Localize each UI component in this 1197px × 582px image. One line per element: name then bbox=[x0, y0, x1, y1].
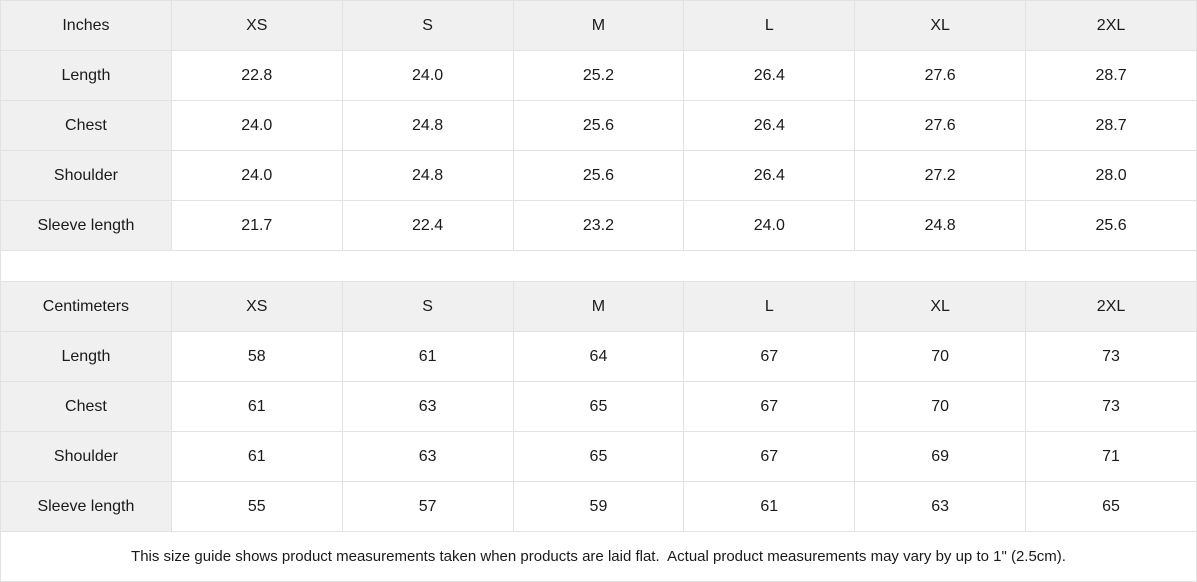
value-cell: 22.4 bbox=[341, 200, 514, 251]
size-header-cell: L bbox=[683, 281, 856, 332]
value-cell: 25.6 bbox=[512, 100, 685, 151]
size-header-cell: XS bbox=[170, 281, 343, 332]
row-label-cell: Length bbox=[0, 331, 172, 382]
value-cell: 24.0 bbox=[170, 100, 343, 151]
value-cell: 26.4 bbox=[683, 150, 856, 201]
value-cell: 24.8 bbox=[341, 150, 514, 201]
table-row: Sleeve length 21.7 22.4 23.2 24.0 24.8 2… bbox=[0, 200, 1197, 251]
size-table-centimeters: Centimeters XS S M L XL 2XL Length 58 61… bbox=[0, 281, 1197, 532]
value-cell: 24.8 bbox=[341, 100, 514, 151]
value-cell: 65 bbox=[1025, 481, 1197, 532]
row-label-cell: Length bbox=[0, 50, 172, 101]
table-row: Length 58 61 64 67 70 73 bbox=[0, 331, 1197, 382]
value-cell: 21.7 bbox=[170, 200, 343, 251]
row-label-cell: Shoulder bbox=[0, 150, 172, 201]
value-cell: 27.2 bbox=[854, 150, 1027, 201]
value-cell: 26.4 bbox=[683, 50, 856, 101]
value-cell: 69 bbox=[854, 431, 1027, 482]
value-cell: 67 bbox=[683, 431, 856, 482]
size-header-cell: 2XL bbox=[1025, 0, 1197, 51]
value-cell: 24.0 bbox=[170, 150, 343, 201]
value-cell: 27.6 bbox=[854, 50, 1027, 101]
table-row: Sleeve length 55 57 59 61 63 65 bbox=[0, 481, 1197, 532]
value-cell: 25.2 bbox=[512, 50, 685, 101]
value-cell: 28.0 bbox=[1025, 150, 1197, 201]
table-gap bbox=[0, 251, 1197, 281]
size-table-inches: Inches XS S M L XL 2XL Length 22.8 24.0 … bbox=[0, 0, 1197, 251]
table-row: Length 22.8 24.0 25.2 26.4 27.6 28.7 bbox=[0, 50, 1197, 101]
size-header-cell: S bbox=[341, 281, 514, 332]
value-cell: 61 bbox=[683, 481, 856, 532]
unit-header-cell: Centimeters bbox=[0, 281, 172, 332]
table-row: Shoulder 61 63 65 67 69 71 bbox=[0, 431, 1197, 482]
value-cell: 24.0 bbox=[341, 50, 514, 101]
value-cell: 28.7 bbox=[1025, 50, 1197, 101]
size-header-cell: XL bbox=[854, 0, 1027, 51]
value-cell: 59 bbox=[512, 481, 685, 532]
row-label-cell: Chest bbox=[0, 381, 172, 432]
value-cell: 23.2 bbox=[512, 200, 685, 251]
table-row: Chest 61 63 65 67 70 73 bbox=[0, 381, 1197, 432]
value-cell: 58 bbox=[170, 331, 343, 382]
header-row: Centimeters XS S M L XL 2XL bbox=[0, 281, 1197, 332]
value-cell: 24.0 bbox=[683, 200, 856, 251]
table-row: Shoulder 24.0 24.8 25.6 26.4 27.2 28.0 bbox=[0, 150, 1197, 201]
value-cell: 71 bbox=[1025, 431, 1197, 482]
value-cell: 25.6 bbox=[1025, 200, 1197, 251]
value-cell: 65 bbox=[512, 381, 685, 432]
value-cell: 64 bbox=[512, 331, 685, 382]
row-label-cell: Shoulder bbox=[0, 431, 172, 482]
value-cell: 24.8 bbox=[854, 200, 1027, 251]
size-header-cell: XL bbox=[854, 281, 1027, 332]
value-cell: 26.4 bbox=[683, 100, 856, 151]
value-cell: 73 bbox=[1025, 381, 1197, 432]
value-cell: 67 bbox=[683, 381, 856, 432]
value-cell: 25.6 bbox=[512, 150, 685, 201]
row-label-cell: Sleeve length bbox=[0, 200, 172, 251]
value-cell: 28.7 bbox=[1025, 100, 1197, 151]
size-header-cell: 2XL bbox=[1025, 281, 1197, 332]
value-cell: 63 bbox=[341, 431, 514, 482]
header-row: Inches XS S M L XL 2XL bbox=[0, 0, 1197, 51]
size-guide-note: This size guide shows product measuremen… bbox=[0, 532, 1197, 582]
value-cell: 67 bbox=[683, 331, 856, 382]
value-cell: 61 bbox=[170, 431, 343, 482]
value-cell: 55 bbox=[170, 481, 343, 532]
row-label-cell: Chest bbox=[0, 100, 172, 151]
value-cell: 22.8 bbox=[170, 50, 343, 101]
value-cell: 73 bbox=[1025, 331, 1197, 382]
value-cell: 57 bbox=[341, 481, 514, 532]
table-row: Chest 24.0 24.8 25.6 26.4 27.6 28.7 bbox=[0, 100, 1197, 151]
row-label-cell: Sleeve length bbox=[0, 481, 172, 532]
size-header-cell: XS bbox=[170, 0, 343, 51]
value-cell: 70 bbox=[854, 331, 1027, 382]
value-cell: 65 bbox=[512, 431, 685, 482]
size-header-cell: M bbox=[512, 0, 685, 51]
size-header-cell: S bbox=[341, 0, 514, 51]
unit-header-cell: Inches bbox=[0, 0, 172, 51]
value-cell: 63 bbox=[341, 381, 514, 432]
value-cell: 27.6 bbox=[854, 100, 1027, 151]
value-cell: 61 bbox=[341, 331, 514, 382]
value-cell: 61 bbox=[170, 381, 343, 432]
size-header-cell: L bbox=[683, 0, 856, 51]
size-header-cell: M bbox=[512, 281, 685, 332]
value-cell: 63 bbox=[854, 481, 1027, 532]
value-cell: 70 bbox=[854, 381, 1027, 432]
